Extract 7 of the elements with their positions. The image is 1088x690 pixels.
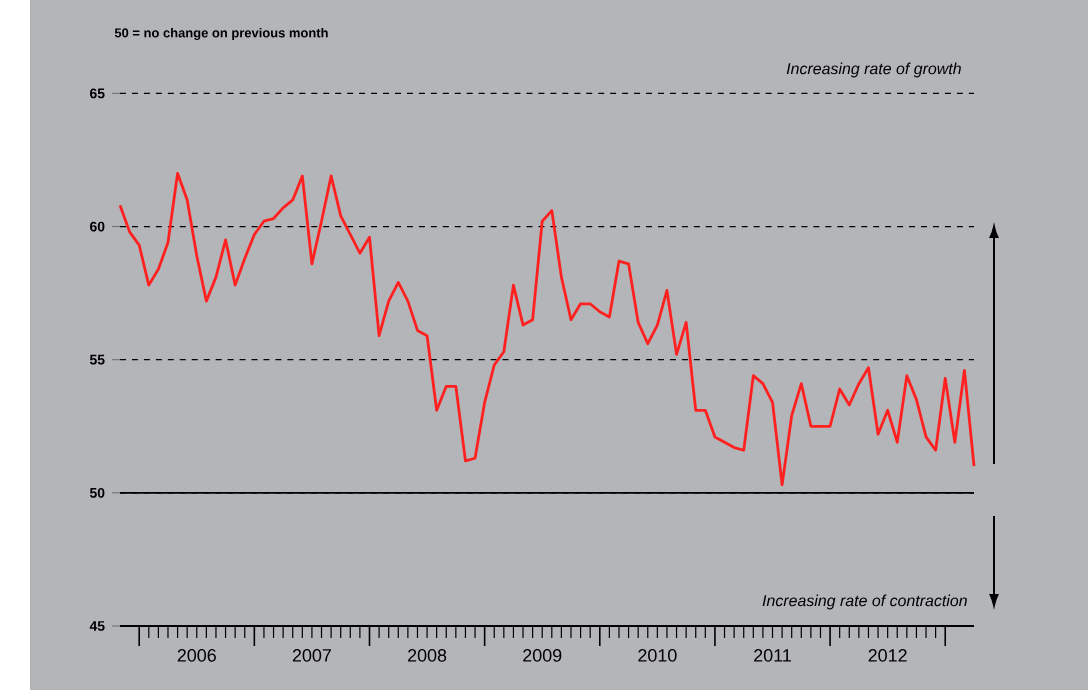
x-tick-label: 2010 [638, 649, 677, 662]
x-tick-label: 2012 [868, 649, 907, 662]
x-tick-label: 2006 [177, 649, 216, 662]
x-tick-label: 2009 [523, 649, 562, 662]
x-tick-label: 2008 [408, 649, 447, 662]
x-tick-label: 2011 [754, 649, 791, 662]
x-tick-label: 2007 [292, 649, 331, 662]
